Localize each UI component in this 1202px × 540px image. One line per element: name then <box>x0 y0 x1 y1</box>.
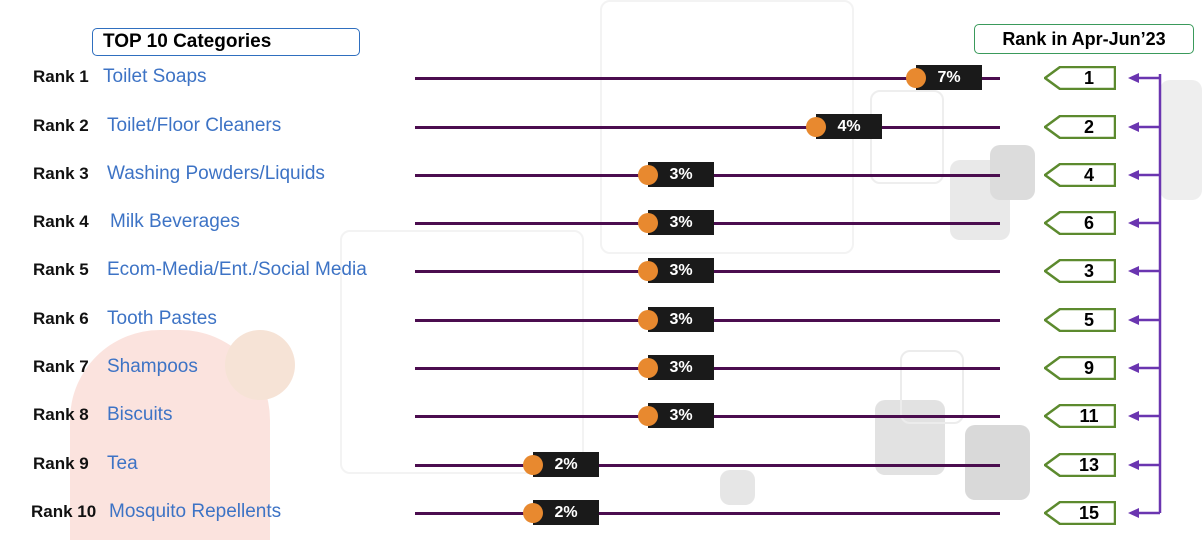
previous-rank-tag: 5 <box>1044 308 1116 332</box>
value-label: 3% <box>648 210 714 235</box>
previous-rank-value: 9 <box>1083 357 1094 378</box>
rank-label: Rank 5 <box>33 260 89 279</box>
category-label: Ecom-Media/Ent./Social Media <box>107 259 367 280</box>
previous-rank-value: 1 <box>1083 67 1094 88</box>
category-label: Shampoos <box>107 356 198 377</box>
rank-label: Rank 1 <box>33 67 89 86</box>
data-point <box>806 117 826 137</box>
category-label: Mosquito Repellents <box>109 501 282 522</box>
previous-rank-tag: 9 <box>1044 356 1116 380</box>
connector-arrow <box>1128 315 1160 325</box>
rank-label: Rank 8 <box>33 405 89 424</box>
data-point <box>638 358 658 378</box>
previous-rank-value: 11 <box>1079 405 1099 426</box>
value-label: 2% <box>533 452 599 477</box>
previous-rank-tag: 1 <box>1044 66 1116 90</box>
value-label: 3% <box>648 258 714 283</box>
data-point <box>523 455 543 475</box>
data-point <box>638 406 658 426</box>
value-label: 3% <box>648 403 714 428</box>
track-line <box>415 77 1000 80</box>
rank-header: Rank in Apr-Jun’23 <box>974 24 1194 54</box>
rank-label: Rank 9 <box>33 454 89 473</box>
category-label: Tea <box>107 453 138 474</box>
previous-rank-value: 15 <box>1078 502 1100 523</box>
category-label: Toilet Soaps <box>103 66 207 87</box>
category-label: Biscuits <box>107 404 173 425</box>
category-label: Milk Beverages <box>110 211 240 232</box>
previous-rank-value: 2 <box>1083 116 1094 137</box>
connector-arrow <box>1128 363 1160 373</box>
data-point <box>523 503 543 523</box>
previous-rank-value: 5 <box>1083 309 1094 330</box>
background-square <box>990 145 1035 200</box>
track-line <box>415 512 1000 515</box>
background-square <box>340 230 584 474</box>
previous-rank-value: 3 <box>1083 260 1094 281</box>
data-point <box>906 68 926 88</box>
rank-label: Rank 10 <box>31 502 97 521</box>
rank-label: Rank 6 <box>33 309 89 328</box>
rank-label: Rank 4 <box>33 212 89 231</box>
connector-arrow <box>1128 122 1160 132</box>
rank-label: Rank 7 <box>33 357 89 376</box>
value-label: 2% <box>533 500 599 525</box>
previous-rank-value: 13 <box>1078 454 1100 475</box>
track-line <box>415 126 1000 129</box>
data-point <box>638 261 658 281</box>
rank-label: Rank 2 <box>33 116 89 135</box>
category-label: Washing Powders/Liquids <box>107 163 325 184</box>
previous-rank-tag: 15 <box>1044 501 1116 525</box>
value-label: 3% <box>648 162 714 187</box>
category-label: Tooth Pastes <box>107 308 217 329</box>
data-point <box>638 310 658 330</box>
previous-rank-value: 4 <box>1083 164 1094 185</box>
connector-arrow <box>1128 170 1160 180</box>
value-label: 4% <box>816 114 882 139</box>
previous-rank-tag: 11 <box>1044 404 1116 428</box>
previous-rank-value: 6 <box>1083 212 1094 233</box>
background-square <box>965 425 1030 500</box>
background-illustration <box>225 330 295 400</box>
background-square <box>900 350 964 424</box>
previous-rank-tag: 4 <box>1044 163 1116 187</box>
connector-arrow <box>1128 508 1160 518</box>
connector-arrow <box>1128 266 1160 276</box>
background-square <box>1160 80 1202 200</box>
background-square <box>720 470 755 505</box>
track-line <box>415 464 1000 467</box>
data-point <box>638 165 658 185</box>
chart-title: TOP 10 Categories <box>92 28 360 56</box>
connector-arrow <box>1128 411 1160 421</box>
background-square <box>875 400 945 475</box>
connector-arrow <box>1128 218 1160 228</box>
value-label: 7% <box>916 65 982 90</box>
value-label: 3% <box>648 307 714 332</box>
previous-rank-tag: 13 <box>1044 453 1116 477</box>
previous-rank-tag: 3 <box>1044 259 1116 283</box>
connector-arrow <box>1128 460 1160 470</box>
data-point <box>638 213 658 233</box>
previous-rank-tag: 2 <box>1044 115 1116 139</box>
previous-rank-tag: 6 <box>1044 211 1116 235</box>
rank-label: Rank 3 <box>33 164 89 183</box>
connector-arrow <box>1128 73 1160 83</box>
category-label: Toilet/Floor Cleaners <box>107 115 282 136</box>
value-label: 3% <box>648 355 714 380</box>
